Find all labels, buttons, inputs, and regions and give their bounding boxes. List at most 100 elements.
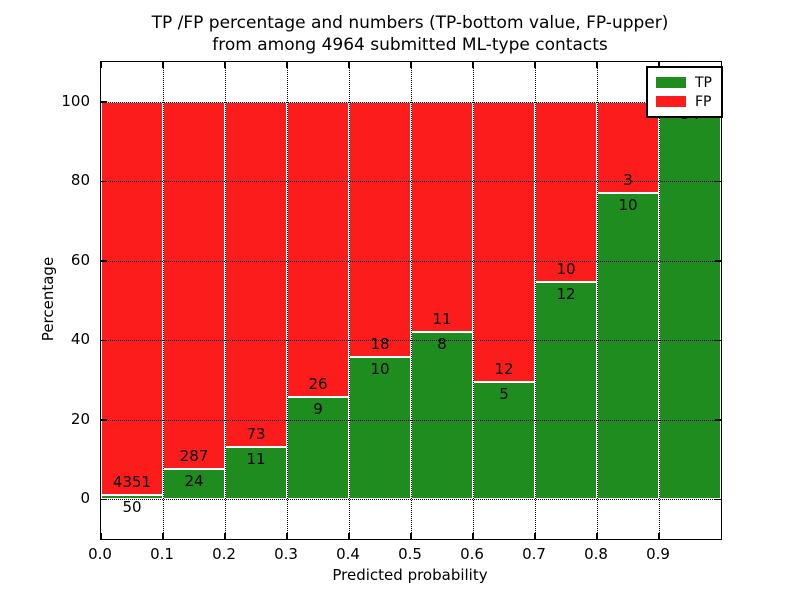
x-tick-label: 0.4	[336, 545, 360, 563]
bar-segment-tp	[101, 494, 163, 500]
tick-mark-top	[162, 62, 164, 68]
tick-mark-left	[101, 180, 107, 182]
tick-mark-left	[101, 339, 107, 341]
tick-mark-top	[596, 62, 598, 68]
chart-title-line1: TP /FP percentage and numbers (TP-bottom…	[151, 13, 669, 33]
bar-label-fp: 3	[623, 171, 633, 190]
tick-mark-bottom	[534, 533, 536, 539]
bar-segment-tp	[535, 282, 597, 500]
tick-mark-right	[715, 339, 721, 341]
gridline-vertical	[349, 62, 350, 539]
bar-label-fp: 73	[246, 425, 266, 444]
y-tick-label: 60	[70, 250, 90, 269]
legend-label-tp: TP	[695, 74, 712, 91]
bar-label-tp: 5	[499, 385, 509, 404]
tick-mark-right	[715, 419, 721, 421]
bar-segment-fp	[411, 101, 473, 332]
bar-segment-fp	[287, 101, 349, 398]
tick-mark-bottom	[100, 533, 102, 539]
tick-mark-top	[534, 62, 536, 68]
bar-label-tp: 24	[184, 471, 204, 490]
tick-mark-left	[101, 419, 107, 421]
tick-mark-bottom	[348, 533, 350, 539]
bar-segment-tp	[163, 468, 225, 500]
x-tick-label: 0.0	[88, 545, 112, 563]
tick-mark-bottom	[472, 533, 474, 539]
tick-mark-bottom	[286, 533, 288, 539]
legend-swatch-tp	[656, 77, 686, 88]
gridline-vertical	[597, 62, 598, 539]
legend-row: TP	[656, 73, 712, 92]
bar-segment-tp	[473, 382, 535, 500]
gridline-vertical	[535, 62, 536, 539]
tick-mark-top	[410, 62, 412, 68]
x-axis-label: Predicted probability	[332, 566, 488, 584]
bar-label-tp: 10	[370, 360, 390, 379]
bar-label-tp: 11	[246, 450, 266, 469]
bar-label-fp: 18	[370, 335, 390, 354]
x-tick-label: 0.6	[460, 545, 484, 563]
x-tick-label: 0.3	[274, 545, 298, 563]
tick-mark-top	[224, 62, 226, 68]
tick-mark-right	[715, 180, 721, 182]
x-tick-label: 0.9	[646, 545, 670, 563]
bar-label-tp: 9	[313, 400, 323, 419]
x-tick-label: 0.7	[522, 545, 546, 563]
tick-mark-top	[658, 62, 660, 68]
gridline-vertical	[225, 62, 226, 539]
bar-label-fp: 26	[308, 375, 328, 394]
tick-mark-bottom	[224, 533, 226, 539]
bar-segment-fp	[225, 101, 287, 448]
tick-mark-top	[472, 62, 474, 68]
bar-segment-tp	[597, 193, 659, 500]
bar-segment-tp	[411, 331, 473, 500]
bar-segment-fp	[349, 101, 411, 358]
gridline-vertical	[659, 62, 660, 539]
legend-row: FP	[656, 92, 712, 111]
legend-swatch-fp	[656, 96, 686, 107]
bar-label-tp: 50	[122, 497, 142, 516]
x-tick-label: 0.5	[398, 545, 422, 563]
bar-segment-tp	[287, 397, 349, 500]
y-tick-label: 20	[70, 409, 90, 428]
tick-mark-bottom	[162, 533, 164, 539]
y-tick-label: 0	[80, 489, 90, 508]
legend-label-fp: FP	[695, 93, 712, 110]
x-tick-label: 0.2	[212, 545, 236, 563]
bar-label-fp: 12	[494, 360, 514, 379]
bar-label-tp: 12	[556, 285, 576, 304]
bar-label-tp: 8	[437, 334, 447, 353]
gridline-vertical	[287, 62, 288, 539]
y-axis-label: Percentage	[39, 256, 57, 342]
tick-mark-right	[715, 260, 721, 262]
bar-label-tp: 10	[618, 196, 638, 215]
legend: TP FP	[646, 66, 723, 118]
y-tick-label: 40	[70, 330, 90, 349]
y-tick-label: 100	[61, 91, 90, 110]
tick-mark-bottom	[596, 533, 598, 539]
tick-mark-bottom	[410, 533, 412, 539]
gridline-vertical	[163, 62, 164, 539]
x-tick-label: 0.1	[150, 545, 174, 563]
gridline-vertical	[473, 62, 474, 539]
bar-label-fp: 287	[179, 446, 209, 465]
tick-mark-left	[101, 101, 107, 103]
bar-segment-tp	[659, 101, 721, 500]
x-tick-label: 0.8	[584, 545, 608, 563]
tick-mark-top	[286, 62, 288, 68]
tick-mark-top	[100, 62, 102, 68]
gridline-vertical	[411, 62, 412, 539]
tick-mark-right	[715, 498, 721, 500]
y-tick-label: 80	[70, 171, 90, 190]
bar-segment-tp	[349, 357, 411, 500]
bar-label-fp: 10	[556, 260, 576, 279]
tick-mark-left	[101, 260, 107, 262]
tick-mark-bottom	[658, 533, 660, 539]
bar-segment-fp	[535, 101, 597, 283]
bar-segment-fp	[101, 101, 163, 495]
bar-label-fp: 4351	[112, 472, 152, 491]
bar-label-fp: 11	[432, 309, 452, 328]
bar-segment-fp	[163, 101, 225, 469]
plot-area: 4351502872473112691810118125101231054	[100, 61, 722, 540]
